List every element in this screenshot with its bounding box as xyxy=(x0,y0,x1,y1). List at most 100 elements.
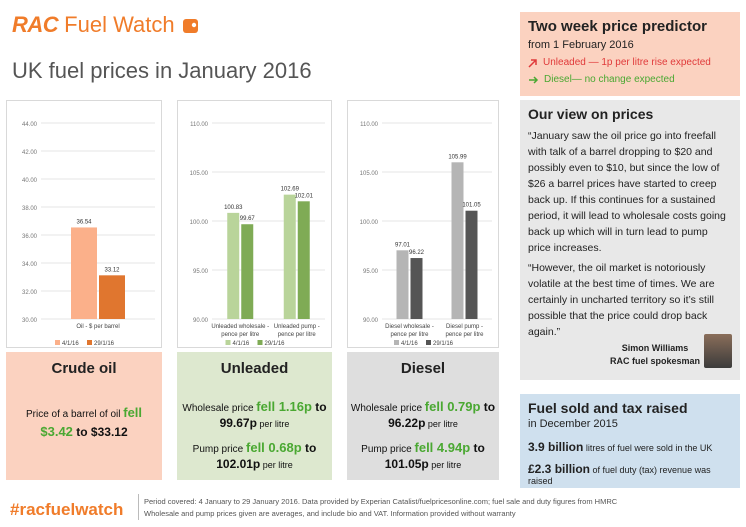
our-view-box: Our view on prices “January saw the oil … xyxy=(520,100,740,380)
die-p5: per litre xyxy=(428,460,462,470)
arrow-up-right-icon xyxy=(528,58,537,68)
unleaded-pump-line: Pump price fell 0.68p to xyxy=(177,440,332,455)
bar-4-1-16 xyxy=(71,227,97,319)
predictor-diesel-label: Diesel xyxy=(544,74,572,85)
fuel-sold-r2-text: of fuel duty (tax) revenue was raised xyxy=(528,465,711,486)
unl-p1: Pump price xyxy=(192,444,247,455)
y-tick-label: 90.00 xyxy=(363,318,379,324)
fuel-sold-title: Fuel sold and tax raised xyxy=(528,400,688,416)
unleaded-title: Unleaded xyxy=(220,360,289,377)
bar-29-1-16 xyxy=(297,201,310,319)
predictor-unleaded-text: — 1p per litre rise expected xyxy=(585,57,711,68)
unleaded-chart-svg: 90.00 95.00 100.00 105.00 110.00 100.83 99.67 U… xyxy=(190,122,325,347)
unl-w3: to xyxy=(311,400,327,414)
diesel-pump-line: Pump price fell 4.94p to xyxy=(347,440,499,455)
legend-label: 4/1/16 xyxy=(401,341,418,347)
unl-p3: to xyxy=(301,441,317,455)
fuel-sold-box: Fuel sold and tax raised in December 201… xyxy=(520,394,740,488)
diesel-panel: Diesel Wholesale price fell 0.79p to 96.… xyxy=(347,352,499,480)
fuel-sold-row-1: 3.9 billion litres of fuel were sold in … xyxy=(528,440,732,454)
predictor-diesel: Diesel— no change expected xyxy=(528,74,732,85)
page-title: UK fuel prices in January 2016 xyxy=(12,58,312,83)
bar-29-1-16 xyxy=(465,210,478,319)
fuel-can-icon xyxy=(182,19,198,33)
y-tick-label: 110.00 xyxy=(360,122,379,128)
y-tick-label: 40.00 xyxy=(22,178,38,184)
data-label: 33.12 xyxy=(104,267,120,273)
data-label: 99.67 xyxy=(240,216,256,222)
unl-w5: per litre xyxy=(256,419,290,429)
spokesman-avatar xyxy=(704,334,732,368)
data-label: 105.99 xyxy=(448,154,467,160)
logo-rac: RAC xyxy=(12,12,59,37)
fuel-sold-row-2: £2.3 billion of fuel duty (tax) revenue … xyxy=(528,462,732,486)
y-tick-label: 95.00 xyxy=(193,269,209,275)
data-label: 97.01 xyxy=(395,242,411,248)
bar-29-1-16 xyxy=(99,275,125,319)
crude-l2a: $3.42 xyxy=(40,424,73,439)
unl-w1: Wholesale price xyxy=(182,403,257,414)
bar-4-1-16 xyxy=(396,250,409,319)
diesel-chart-svg: 90.00 95.00 100.00 105.00 110.00 97.01 96.22 Di… xyxy=(360,122,492,347)
view-paragraph-1: “January saw the oil price go into freef… xyxy=(528,130,726,254)
category-label: Unleaded wholesale - xyxy=(211,324,269,330)
predictor-subtitle: from 1 February 2016 xyxy=(528,39,634,51)
y-tick-label: 105.00 xyxy=(360,171,379,177)
data-label: 36.54 xyxy=(76,219,92,225)
legend-label: 29/1/16 xyxy=(265,341,286,347)
crude-oil-line1: Price of a barrel of oil fell xyxy=(6,405,162,420)
y-tick-label: 105.00 xyxy=(190,171,209,177)
y-tick-label: 44.00 xyxy=(22,122,38,128)
crude-l2b: to $33.12 xyxy=(72,425,128,439)
spokesman-name: Simon Williams xyxy=(621,343,689,353)
crude-oil-line2: $3.42 to $33.12 xyxy=(6,424,162,439)
y-tick-label: 42.00 xyxy=(22,150,38,156)
die-p1: Pump price xyxy=(361,444,415,455)
bar-29-1-16 xyxy=(410,258,423,319)
y-tick-label: 100.00 xyxy=(190,220,209,226)
bar-4-1-16 xyxy=(451,162,464,319)
predictor-title: Two week price predictor xyxy=(528,18,707,35)
y-tick-label: 34.00 xyxy=(22,262,38,268)
predictor-diesel-text: — no change expected xyxy=(571,74,675,85)
category-label: pence per litre xyxy=(278,332,317,338)
data-label: 100.83 xyxy=(224,205,243,211)
y-tick-label: 32.00 xyxy=(22,290,38,296)
crude-oil-chart: 30.00 32.00 34.00 36.00 38.00 40.00 42.00 44.00… xyxy=(6,100,162,348)
category-label: pence per litre xyxy=(221,332,260,338)
predictor-unleaded-label: Unleaded xyxy=(543,57,586,68)
fuel-sold-subtitle: in December 2015 xyxy=(528,418,618,430)
bar-4-1-16 xyxy=(227,212,240,319)
y-tick-label: 90.00 xyxy=(193,318,209,324)
die-w5: per litre xyxy=(425,419,458,429)
logo-text: Fuel Watch xyxy=(64,12,175,37)
bar-4-1-16 xyxy=(283,194,296,319)
category-label: Diesel wholesale - xyxy=(385,324,434,330)
legend-swatch xyxy=(257,340,263,345)
crude-l1a: Price of a barrel of oil xyxy=(25,409,124,420)
crude-oil-title: Crude oil xyxy=(51,360,117,377)
footer-note-2: Wholesale and pump prices given are aver… xyxy=(144,509,516,518)
spokesman-role: RAC fuel spokesman xyxy=(610,356,701,366)
unleaded-wholesale-line: Wholesale price fell 1.16p to xyxy=(177,399,332,414)
unl-w4: 99.67p xyxy=(219,416,257,430)
category-label: pence per litre xyxy=(445,332,484,338)
unleaded-wholesale-value: 99.67p per litre xyxy=(177,416,332,430)
view-paragraph-2: “However, the oil market is notoriously … xyxy=(528,262,715,338)
y-tick-label: 30.00 xyxy=(22,318,38,324)
die-w3: to xyxy=(480,400,496,414)
hashtag-link[interactable]: #racfuelwatch xyxy=(10,500,124,519)
die-w4: 96.22p xyxy=(388,416,426,430)
diesel-pump-value: 101.05p per litre xyxy=(347,457,499,471)
data-label: 101.05 xyxy=(462,203,481,209)
legend-swatch xyxy=(426,340,431,345)
diesel-wholesale-line: Wholesale price fell 0.79p to xyxy=(347,399,499,414)
die-w1: Wholesale price xyxy=(350,403,425,414)
view-title: Our view on prices xyxy=(528,106,654,122)
y-tick-label: 110.00 xyxy=(190,122,209,128)
legend-swatch xyxy=(55,340,60,345)
arrow-right-icon xyxy=(529,75,539,84)
footer-note: Period covered: 4 January to 29 January … xyxy=(144,496,734,520)
legend-label: 29/1/16 xyxy=(433,341,454,347)
y-tick-label: 36.00 xyxy=(22,234,38,240)
